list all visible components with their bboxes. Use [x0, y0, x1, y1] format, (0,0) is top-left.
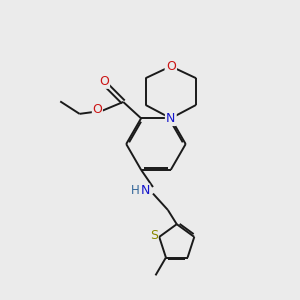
- Text: N: N: [140, 184, 150, 197]
- Text: H: H: [131, 184, 140, 196]
- Text: S: S: [150, 229, 158, 242]
- Text: O: O: [166, 60, 176, 73]
- Text: O: O: [100, 75, 110, 88]
- Text: O: O: [92, 103, 102, 116]
- Text: N: N: [166, 112, 176, 125]
